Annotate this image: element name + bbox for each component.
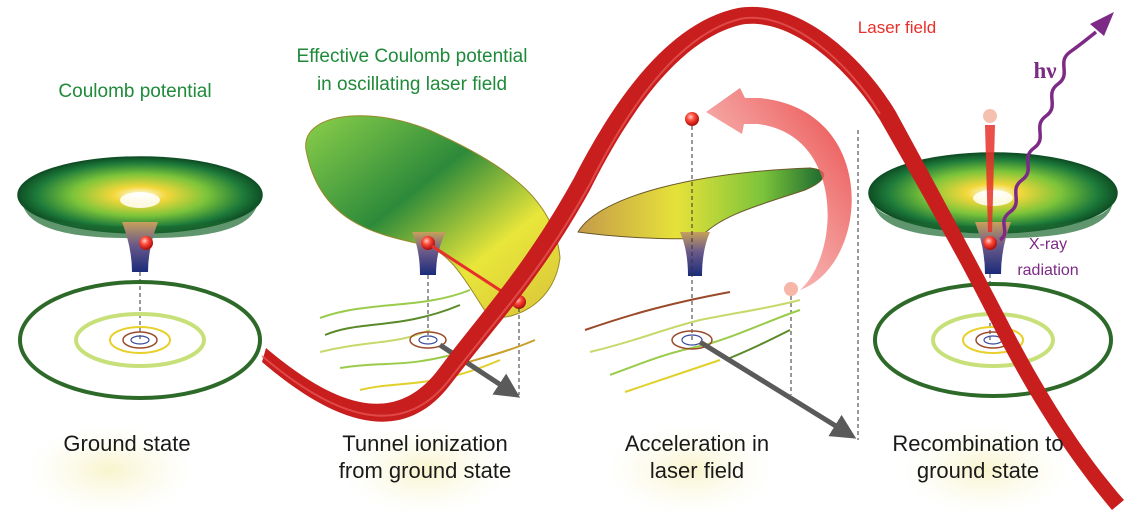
electron-return-origin [784,282,798,296]
coulomb-funnel [17,156,263,272]
contour-rings [18,280,262,400]
panel-ground-state [17,156,263,400]
electron [139,236,153,250]
stage-4-caption-line2: ground state [917,458,1039,483]
xray-label-line1: X-ray [1029,236,1067,253]
panel-tunnel-ionization [305,115,561,398]
stage-1-caption: Ground state [63,431,190,456]
field-contours [319,289,536,391]
field-contours [584,291,801,393]
tilted-potential [305,115,561,319]
electron [983,236,997,250]
tunnel-arrow [431,244,515,300]
xray-label-line2: radiation [1017,262,1078,279]
panel-acceleration [577,88,859,440]
effective-potential-label-line1: Effective Coulomb potential [297,46,528,67]
field-arrow [698,339,857,439]
return-curl-arrow [706,88,852,290]
stage-2-caption-line2: from ground state [339,458,511,483]
stage-2-caption-line1: Tunnel ionization [342,431,508,456]
electron [421,236,435,250]
effective-potential-label-line2: in oscillating laser field [317,74,507,95]
stage-3-caption-line2: laser field [650,458,744,483]
photon-energy-label: hν [1033,58,1056,83]
recombination-arrow [985,125,995,232]
ghost-reflections [25,425,1070,515]
laser-field-label: Laser field [858,18,936,37]
electron-accelerated [685,112,699,126]
coulomb-potential-label: Coulomb potential [58,81,211,102]
stage-4-caption-line1: Recombination to [892,431,1063,456]
laser-field-ribbon [261,6,1124,510]
photon-wave [998,30,1098,242]
stage-3-caption-line1: Acceleration in [625,431,769,456]
photon-arrowhead [1090,12,1114,36]
flattened-potential [577,167,825,276]
panel-recombination [868,12,1118,398]
